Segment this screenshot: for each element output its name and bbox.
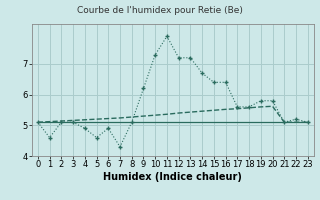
Text: Courbe de l'humidex pour Retie (Be): Courbe de l'humidex pour Retie (Be) (77, 6, 243, 15)
X-axis label: Humidex (Indice chaleur): Humidex (Indice chaleur) (103, 172, 242, 182)
